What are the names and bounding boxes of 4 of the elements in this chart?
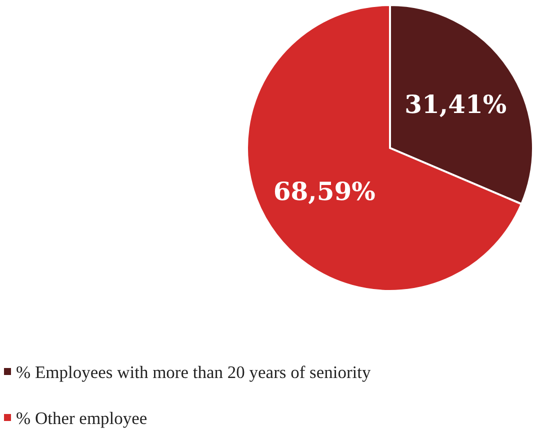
legend-label: % Other employee [16,408,148,428]
data-label: 68,59% [273,176,376,206]
data-label: 31,41% [404,90,507,120]
legend-label: % Employees with more than 20 years of seniority [16,362,372,382]
